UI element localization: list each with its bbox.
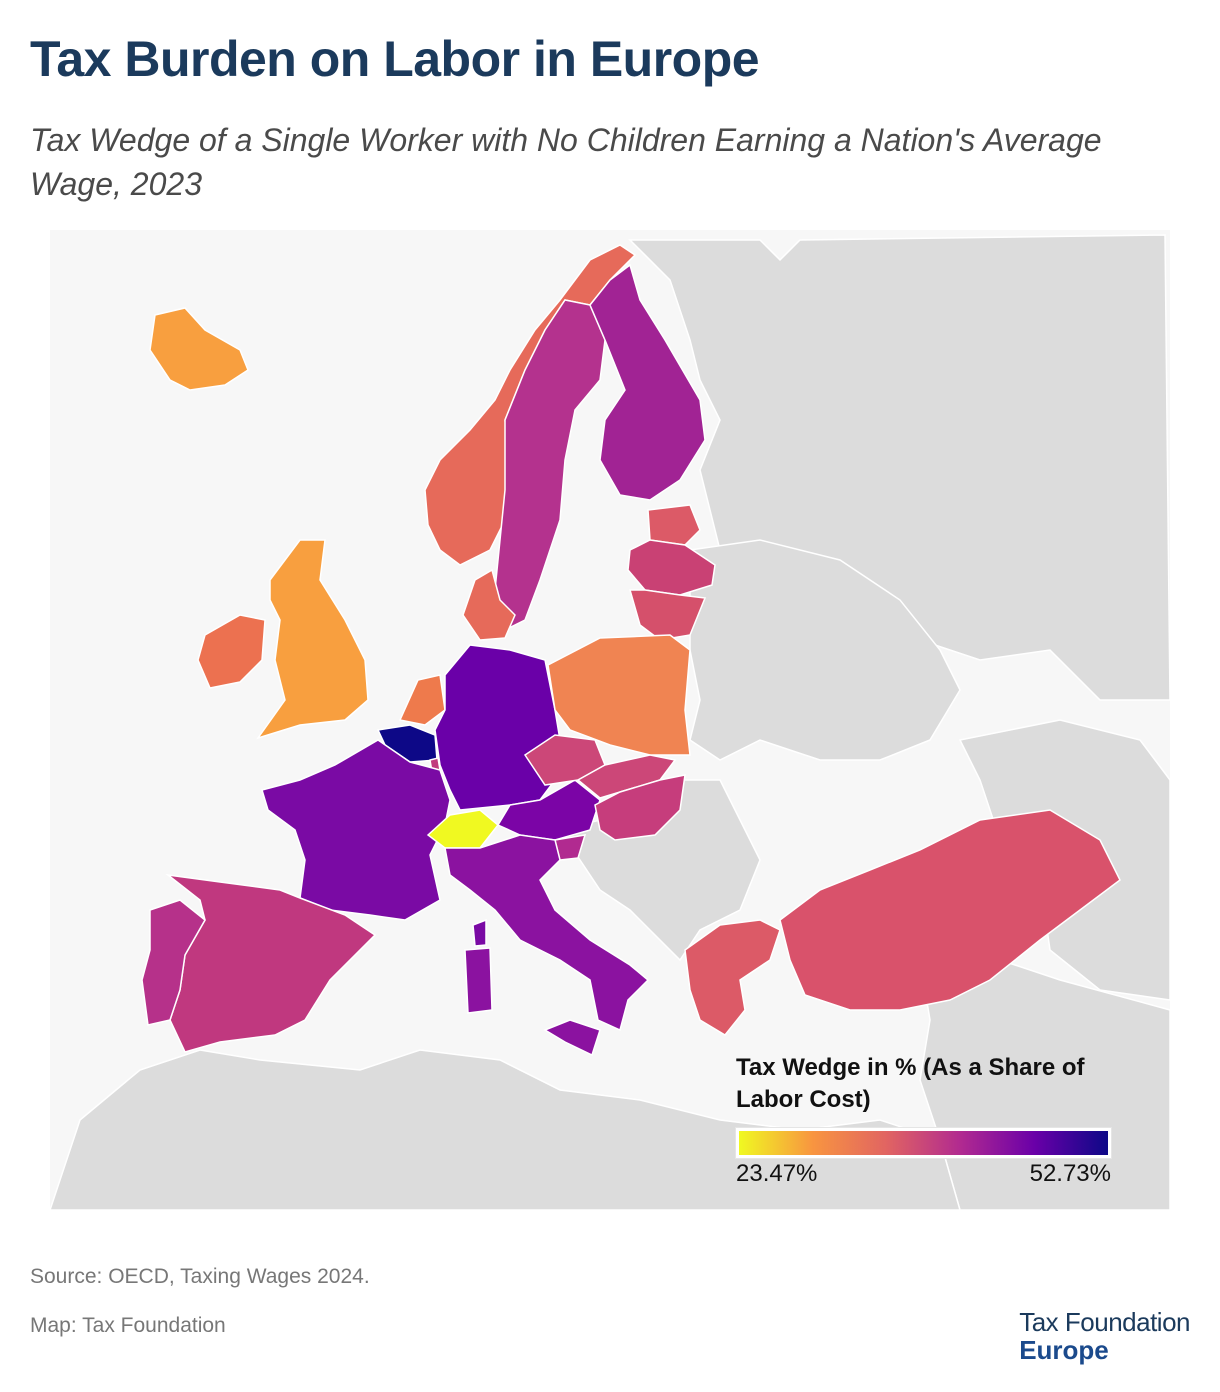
country-netherlands xyxy=(398,674,446,726)
country-slovakia xyxy=(576,754,677,799)
country-corsica xyxy=(472,918,487,947)
country-latvia xyxy=(627,539,716,596)
credit-note: Map: Tax Foundation xyxy=(30,1314,226,1337)
country-sicily xyxy=(543,1019,601,1057)
source-note: Source: OECD, Taxing Wages 2024. xyxy=(30,1265,370,1288)
country-sardinia xyxy=(464,947,493,1014)
country-sweden xyxy=(494,299,606,632)
country-finland xyxy=(589,263,706,501)
page-title: Tax Burden on Labor in Europe xyxy=(30,31,760,87)
color-legend: Tax Wedge in % (As a Share of Labor Cost… xyxy=(736,1052,1111,1190)
land-belarus-ukraine xyxy=(689,539,961,761)
country-portugal xyxy=(141,899,206,1026)
country-france xyxy=(261,739,451,921)
country-poland xyxy=(547,634,691,756)
logo-line1: Tax Foundation xyxy=(1019,1307,1190,1337)
tax-foundation-logo: Tax Foundation Europe xyxy=(1019,1308,1190,1364)
legend-gradient-bar xyxy=(736,1128,1111,1158)
page-subtitle: Tax Wedge of a Single Worker with No Chi… xyxy=(30,122,1102,202)
legend-title: Tax Wedge in % (As a Share of Labor Cost… xyxy=(736,1054,1085,1113)
country-germany xyxy=(434,644,561,811)
country-turkey xyxy=(779,809,1121,1011)
country-estonia xyxy=(647,504,701,546)
europe-map xyxy=(0,220,1220,1220)
country-uk xyxy=(256,539,369,740)
country-denmark xyxy=(462,568,516,641)
country-greece xyxy=(684,919,781,1036)
country-lithuania xyxy=(629,589,707,641)
country-hungary xyxy=(594,774,686,841)
country-ireland xyxy=(197,614,266,689)
logo-line2: Europe xyxy=(1019,1335,1109,1365)
legend-max-label: 52.73% xyxy=(1029,1160,1111,1187)
legend-min-label: 23.47% xyxy=(736,1160,818,1187)
country-iceland xyxy=(149,307,249,391)
country-italy xyxy=(444,834,650,1032)
